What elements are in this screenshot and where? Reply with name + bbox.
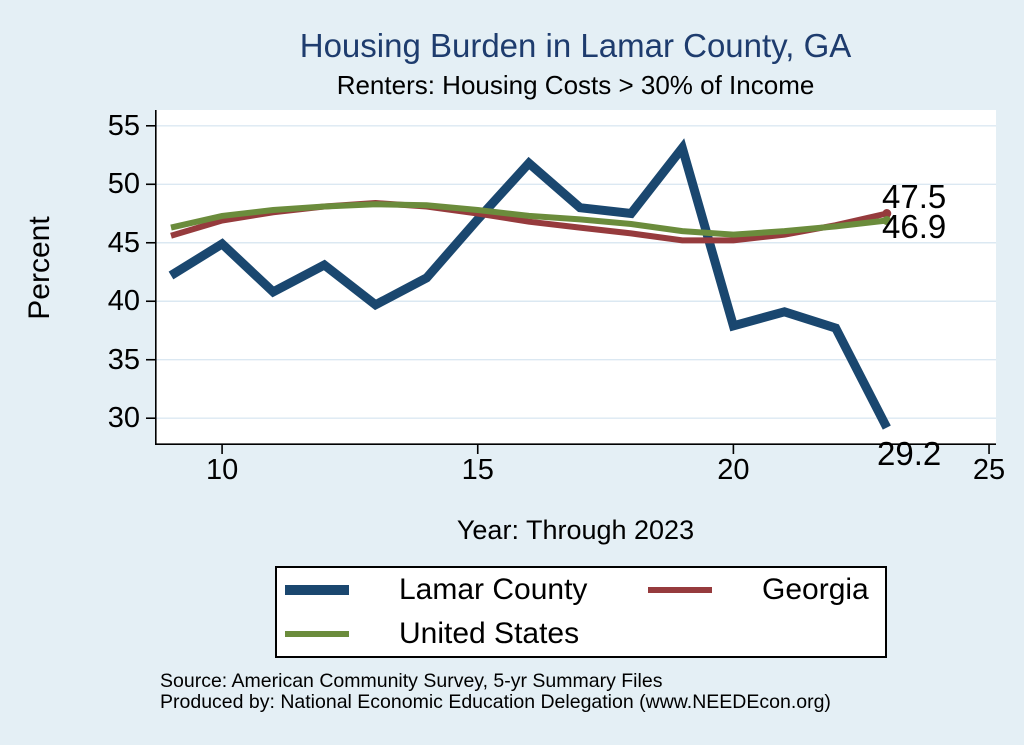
y-tick-label-30: 30 (107, 402, 140, 435)
y-axis-label: Percent (23, 216, 56, 320)
legend-swatch-united-states (285, 631, 349, 637)
legend-item-united-states: United States (285, 617, 648, 651)
y-tick-label-45: 45 (107, 226, 140, 259)
x-axis-label: Year: Through 2023 (456, 515, 695, 545)
source-line: Source: American Community Survey, 5-yr … (160, 670, 663, 692)
plot-area (146, 110, 996, 454)
x-tick-label-20: 20 (717, 454, 750, 486)
y-tick-label-55: 55 (107, 109, 140, 142)
legend-swatch-lamar-county (285, 585, 349, 595)
x-tick-label-15: 15 (461, 454, 494, 486)
end-label-lamar-county: 29.2 (877, 435, 942, 472)
legend-label-georgia: Georgia (762, 573, 869, 606)
series-line-lamar-county (168, 138, 891, 430)
legend-label-united-states: United States (399, 617, 580, 650)
chart-subtitle: Renters: Housing Costs > 30% of Income (336, 70, 815, 100)
series-end-dot-united-states (882, 216, 892, 226)
produced-by-line: Produced by: National Economic Education… (160, 691, 831, 713)
series-line-united-states (170, 201, 888, 238)
x-tick-label-10: 10 (205, 454, 239, 486)
x-tick-label-25: 25 (972, 454, 1006, 486)
chart-title: Housing Burden in Lamar County, GA (299, 27, 852, 64)
legend-item-lamar-county: Lamar County (285, 573, 648, 607)
y-tick-label-50: 50 (107, 168, 140, 201)
legend-label-lamar-county: Lamar County (399, 573, 588, 606)
legend-swatch-georgia (648, 587, 712, 593)
series-end-dot-georgia (882, 209, 892, 219)
y-tick-label-35: 35 (107, 343, 140, 376)
end-label-georgia: 47.5 (882, 178, 947, 215)
y-tick-label-40: 40 (107, 285, 140, 318)
source-notes: Source: American Community Survey, 5-yr … (160, 671, 831, 713)
end-label-united-states: 46.9 (882, 208, 947, 245)
legend-item-georgia: Georgia (648, 573, 885, 607)
legend-box: Lamar County Georgia United States (275, 566, 887, 658)
plot-svg (146, 110, 996, 454)
